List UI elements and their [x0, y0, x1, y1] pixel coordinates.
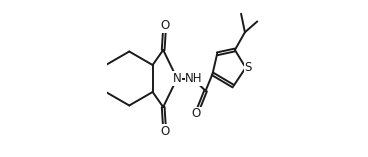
Text: S: S [244, 61, 252, 74]
Text: O: O [192, 108, 201, 120]
Text: O: O [160, 19, 169, 32]
Text: N: N [173, 72, 181, 85]
Text: O: O [160, 125, 169, 138]
Text: NH: NH [185, 72, 203, 85]
